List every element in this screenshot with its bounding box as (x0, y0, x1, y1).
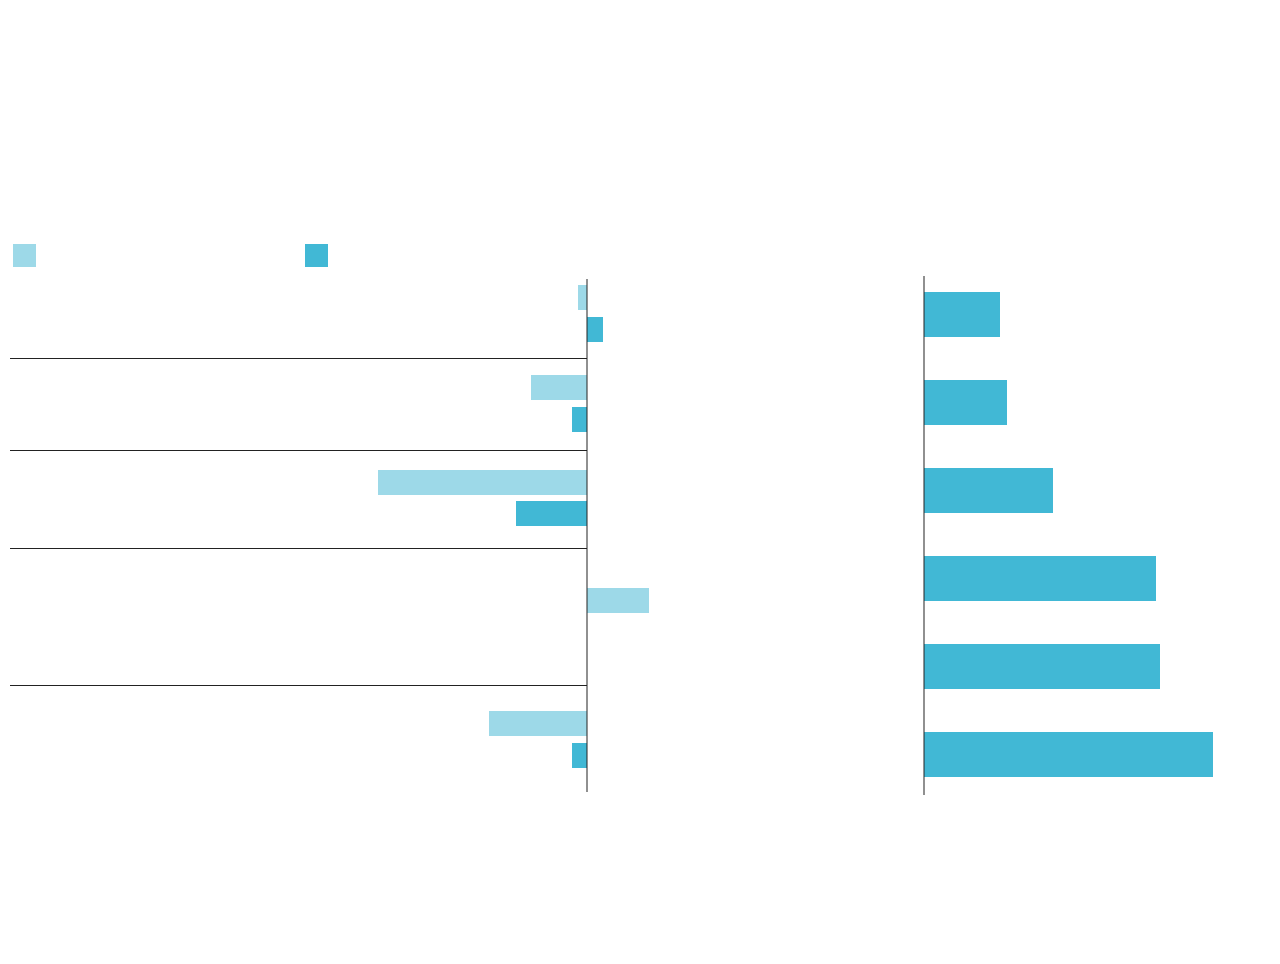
bar (572, 407, 587, 432)
bar (924, 556, 1156, 601)
legend-swatch (13, 244, 36, 267)
bar (531, 375, 587, 400)
bar (378, 470, 587, 495)
bar (924, 468, 1053, 513)
bar (924, 732, 1213, 777)
bar (924, 292, 1000, 337)
bar (587, 588, 649, 613)
legend-swatch (305, 244, 328, 267)
bar (578, 285, 587, 310)
bar (489, 711, 587, 736)
bar (572, 743, 587, 768)
bar (587, 317, 603, 342)
bar (924, 644, 1160, 689)
bar (516, 501, 587, 526)
bar (924, 380, 1007, 425)
